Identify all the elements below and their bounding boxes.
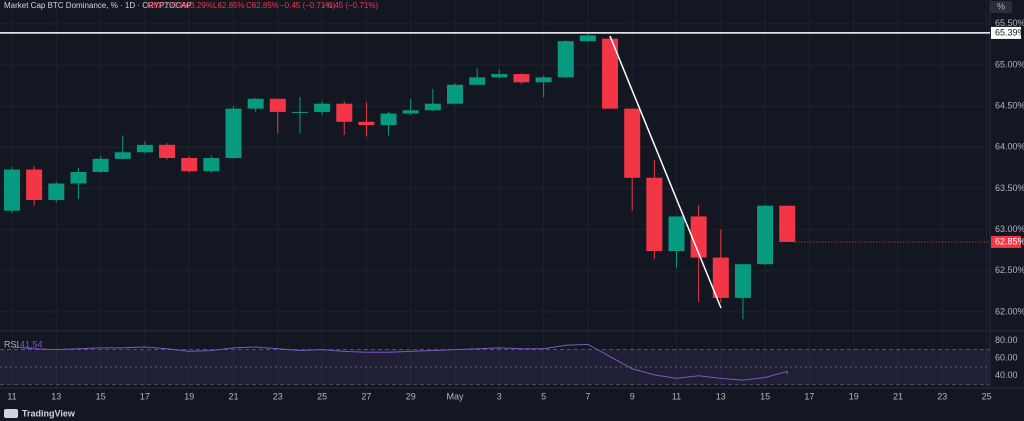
unit-button[interactable] [990,1,1012,13]
candle-body [757,205,774,265]
candle-body [424,103,441,111]
x-tick-label: 19 [184,391,194,401]
candle-body [779,205,796,242]
last-price-box [991,235,1021,248]
y-tick-label: 65.50% [995,18,1024,28]
rsi-tick-label: 60.00 [995,353,1018,363]
candle-body [646,177,663,251]
x-tick-label: 3 [497,391,502,401]
candle-body [159,144,176,159]
rsi-tick-label: 40.00 [995,370,1018,380]
x-tick-label: 15 [96,391,106,401]
rsi-line [11,343,788,381]
candle-body [203,158,220,172]
candle-body [225,108,242,159]
x-tick-label: 13 [716,391,726,401]
candle-body [602,38,619,109]
x-tick-label: 25 [982,391,992,401]
x-tick-label: May [446,391,464,401]
x-tick-label: 7 [585,391,590,401]
x-tick-label: 17 [804,391,814,401]
y-tick-label: 63.00% [995,224,1024,234]
y-tick-label: 65.00% [995,59,1024,69]
x-tick-label: 23 [937,391,947,401]
x-tick-label: 21 [228,391,238,401]
brand: TradingView [22,408,76,418]
hline-label: 65.39% [995,27,1024,37]
candle-body [668,216,685,251]
candle-body [48,183,65,200]
rsi-tick-label: 80.00 [995,335,1018,345]
candle-body [734,264,751,298]
x-tick-label: 29 [406,391,416,401]
ohlc-low: L62.85% [213,1,245,10]
x-tick-label: 11 [672,391,681,401]
candle-body [114,152,131,159]
ohlc-high: H63.29% [180,1,213,10]
candle-body [291,111,308,113]
labels: Market Cap BTC Dominance, % · 1D · CRYPT… [4,1,1024,418]
candle-body [314,103,331,112]
x-tick-label: 9 [630,391,635,401]
change: −0.45 (−0.71%) [323,1,378,10]
ohlc-close: C62.85% [246,1,279,10]
x-tick-label: 19 [849,391,859,401]
x-tick-label: 23 [273,391,283,401]
candle-body [269,98,286,112]
candle-body [557,41,574,78]
candle-body [469,77,486,85]
marks [0,32,990,381]
x-tick-label: 11 [7,391,16,401]
candle-body [690,216,707,258]
candle-body [181,158,198,172]
rsi-name: RSI [4,339,19,349]
y-tick-label: 62.00% [995,306,1024,316]
x-tick-label: 13 [51,391,61,401]
candle-body [70,171,87,184]
candle-body [380,113,397,126]
candle-body [513,74,530,83]
change: −0.45 (−0.71%) [280,1,335,10]
candle-body [4,169,20,211]
candle-body [402,110,419,114]
rsi-value: 41.54 [20,339,43,349]
trend-line [609,35,722,309]
candle-body [358,121,375,126]
last-price-label: 62.85% [995,236,1024,246]
x-tick-label: 25 [317,391,327,401]
x-tick-label: 15 [760,391,770,401]
x-tick-label: 27 [361,391,371,401]
candle-body [579,35,596,42]
x-tick-label: 21 [893,391,903,401]
hline-label-box [991,26,1021,39]
candle-body [712,257,729,298]
candle-body [491,74,508,78]
candle-body [624,108,641,178]
x-tick-label: 5 [541,391,546,401]
candle-body [247,98,264,109]
logo [4,409,18,418]
candle-body [447,84,463,104]
y-tick-label: 62.50% [995,265,1024,275]
ohlc-open: O63.29% [147,1,180,10]
y-tick-label: 64.00% [995,142,1024,152]
unit-label[interactable]: % [997,1,1005,11]
candle-body [92,158,109,172]
y-tick-label: 64.50% [995,101,1024,111]
candle-body [535,77,552,83]
candle-body [136,144,153,153]
candle-body [336,103,353,122]
y-tick-label: 63.50% [995,183,1024,193]
x-tick-label: 17 [140,391,150,401]
symbol: Market Cap BTC Dominance, % · 1D · CRYPT… [4,1,192,10]
candle-body [26,169,43,200]
